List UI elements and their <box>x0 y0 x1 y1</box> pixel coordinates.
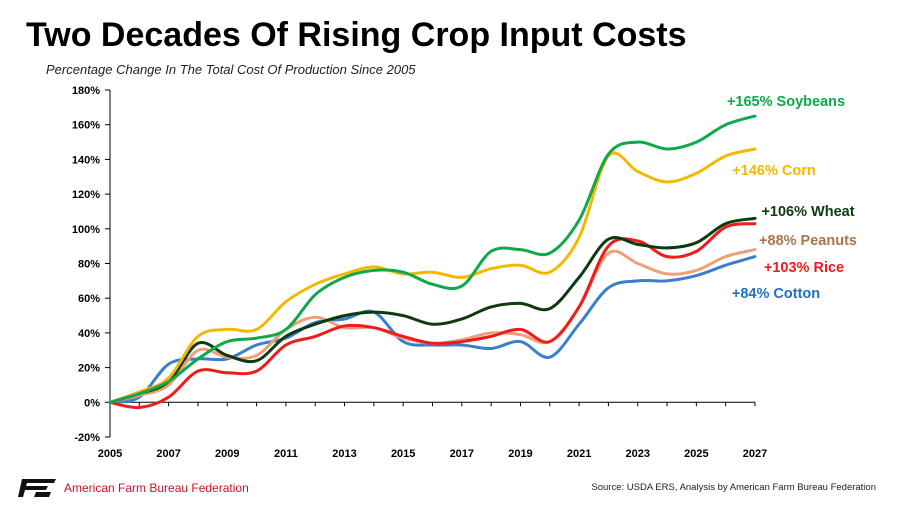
source-note: Source: USDA ERS, Analysis by American F… <box>591 482 876 493</box>
series-end-label: +88% Peanuts <box>759 233 857 249</box>
x-tick-label: 2007 <box>156 448 180 460</box>
line-chart: -20% 0% 20% 40% 60% 80% 100% 120% 140% 160% 180% 20… <box>72 85 857 460</box>
x-tick-label: 2023 <box>625 448 649 460</box>
x-tick-label: 2009 <box>215 448 239 460</box>
series-end-label: +165% Soybeans <box>727 94 845 110</box>
y-tick-label: 100% <box>72 224 100 236</box>
y-tick-label: 20% <box>78 363 100 375</box>
y-tick-label: 80% <box>78 259 100 271</box>
x-tick-label: 2015 <box>391 448 415 460</box>
afbf-logo-icon <box>18 479 56 497</box>
series-line-cotton <box>108 255 757 404</box>
brand-name: American Farm Bureau Federation <box>64 481 249 495</box>
series-end-label: +103% Rice <box>764 260 844 276</box>
y-tick-label: 160% <box>72 120 100 132</box>
x-tick-label: 2005 <box>98 448 122 460</box>
y-tick-label: 120% <box>72 189 100 201</box>
page-title: Two Decades Of Rising Crop Input Costs <box>26 16 687 54</box>
series-end-label: +106% Wheat <box>761 204 854 220</box>
x-tick-label: 2027 <box>743 448 767 460</box>
chart-subtitle: Percentage Change In The Total Cost Of P… <box>46 62 416 77</box>
series-line-wheat <box>108 216 757 404</box>
x-tick-label: 2011 <box>274 448 298 460</box>
x-tick-label: 2017 <box>450 448 474 460</box>
x-tick-label: 2021 <box>567 448 591 460</box>
y-tick-label: 0% <box>84 397 100 409</box>
y-tick-label: -20% <box>74 432 100 444</box>
series-line-corn <box>108 147 757 404</box>
x-tick-label: 2019 <box>508 448 532 460</box>
y-tick-label: 180% <box>72 85 100 97</box>
series-end-label: +84% Cotton <box>732 286 820 302</box>
y-tick-label: 140% <box>72 154 100 166</box>
x-tick-label: 2025 <box>684 448 708 460</box>
x-tick-label: 2013 <box>332 448 356 460</box>
brand-logo: American Farm Bureau Federation <box>18 477 249 499</box>
series-line-rice <box>108 222 757 410</box>
y-tick-label: 60% <box>78 293 100 305</box>
y-tick-label: 40% <box>78 328 100 340</box>
series-line-soybeans <box>108 114 757 404</box>
series-end-label: +146% Corn <box>732 163 815 179</box>
